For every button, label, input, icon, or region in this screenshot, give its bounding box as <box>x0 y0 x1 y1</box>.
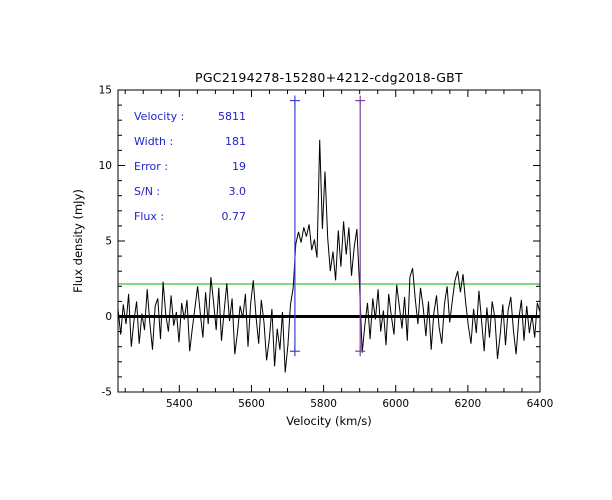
x-tick-label: 6200 <box>454 398 481 410</box>
y-tick-label: 10 <box>99 160 112 172</box>
fit-value-flux: 0.77 <box>221 210 247 223</box>
x-tick-label: 5400 <box>166 398 193 410</box>
x-axis-label: Velocity (km/s) <box>286 414 372 428</box>
y-axis-label: Flux density (mJy) <box>71 189 85 293</box>
fit-label-sn: S/N : <box>134 185 161 198</box>
spectrum-line <box>117 139 541 373</box>
y-tick-label: -5 <box>102 387 112 399</box>
fit-results-block: Velocity : 5811 Width : 181 Error : 19 S… <box>134 110 246 235</box>
y-tick-label: 5 <box>105 236 112 248</box>
y-tick-label: 0 <box>105 311 112 323</box>
x-tick-label: 5800 <box>310 398 337 410</box>
fit-row-flux: Flux : 0.77 <box>134 210 246 235</box>
fit-label-velocity: Velocity : <box>134 110 185 123</box>
fit-value-width: 181 <box>225 135 246 148</box>
x-tick-label: 6400 <box>527 398 554 410</box>
fit-row-sn: S/N : 3.0 <box>134 185 246 210</box>
fit-value-sn: 3.0 <box>228 185 247 198</box>
fit-value-error: 19 <box>232 160 246 173</box>
x-tick-label: 6000 <box>382 398 409 410</box>
fit-row-error: Error : 19 <box>134 160 246 185</box>
fit-label-flux: Flux : <box>134 210 165 223</box>
x-tick-label: 5600 <box>238 398 265 410</box>
y-tick-label: 15 <box>99 85 112 97</box>
fit-label-error: Error : <box>134 160 169 173</box>
fit-value-velocity: 5811 <box>218 110 246 123</box>
plot-title: PGC2194278-15280+4212-cdg2018-GBT <box>194 70 463 85</box>
fit-row-width: Width : 181 <box>134 135 246 160</box>
fit-label-width: Width : <box>134 135 174 148</box>
fit-row-velocity: Velocity : 5811 <box>134 110 246 135</box>
